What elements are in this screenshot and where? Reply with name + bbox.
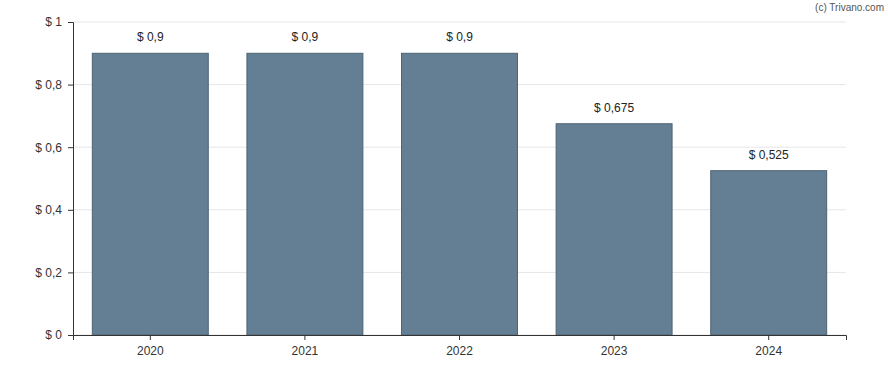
data-label: $ 0,9: [137, 30, 164, 44]
y-tick-mark: [68, 272, 73, 273]
y-tick-mark: [68, 22, 73, 23]
x-axis-line: [74, 336, 847, 341]
y-tick: $ 0,2: [35, 266, 73, 280]
x-tick-label: 2020: [137, 344, 164, 358]
y-tick-label: $ 0,2: [35, 266, 62, 280]
y-tick-mark: [68, 147, 73, 148]
x-tick: 2020: [137, 335, 164, 358]
x-tick-mark: [768, 335, 769, 340]
x-tick-label: 2024: [755, 344, 782, 358]
x-tick: 2022: [446, 335, 473, 358]
y-tick-label: $ 0,8: [35, 78, 62, 92]
y-tick-label: $ 0,6: [35, 141, 62, 155]
x-tick-mark: [304, 335, 305, 340]
x-tick: 2023: [601, 335, 628, 358]
bar: [711, 171, 827, 335]
grid: [73, 22, 846, 335]
y-axis-line: [68, 23, 74, 336]
chart: $ 0$ 0,2$ 0,4$ 0,6$ 0,8$ 120202021202220…: [0, 0, 888, 370]
data-label: $ 0,525: [749, 148, 789, 162]
bar: [92, 53, 208, 335]
data-label: $ 0,9: [446, 30, 473, 44]
x-axis: 2020 2021 2022 2023 2024: [74, 335, 847, 358]
y-tick: $ 0,4: [35, 203, 73, 217]
y-tick: $ 1: [45, 15, 73, 29]
y-tick-mark: [68, 335, 73, 336]
y-axis: $ 0 $ 0,2 $ 0,4 $ 0,6 $ 0,8 $ 1: [35, 15, 73, 342]
y-tick-label: $ 0: [45, 328, 62, 342]
bar: [247, 53, 363, 335]
y-tick-label: $ 1: [45, 15, 62, 29]
x-tick-mark: [150, 335, 151, 340]
data-labels: $ 0,9 $ 0,9 $ 0,9 $ 0,675 $ 0,525: [137, 30, 789, 161]
x-tick: 2024: [755, 335, 782, 358]
bar: [556, 124, 672, 335]
x-tick-mark: [459, 335, 460, 340]
x-tick-label: 2022: [446, 344, 473, 358]
y-tick: $ 0,8: [35, 78, 73, 92]
y-tick-mark: [68, 85, 73, 86]
x-tick: 2021: [292, 335, 319, 358]
bar: [402, 53, 518, 335]
x-tick-label: 2023: [601, 344, 628, 358]
bars: [92, 53, 826, 335]
data-label: $ 0,9: [292, 30, 319, 44]
x-tick-mark: [614, 335, 615, 340]
annotation: (c) Trivano.com: [815, 2, 884, 13]
data-label: $ 0,675: [594, 101, 634, 115]
x-tick-label: 2021: [292, 344, 319, 358]
y-tick: $ 0: [45, 328, 73, 342]
y-tick: $ 0,6: [35, 141, 73, 155]
grid-line: [73, 22, 846, 23]
y-tick-label: $ 0,4: [35, 203, 62, 217]
y-tick-mark: [68, 210, 73, 211]
